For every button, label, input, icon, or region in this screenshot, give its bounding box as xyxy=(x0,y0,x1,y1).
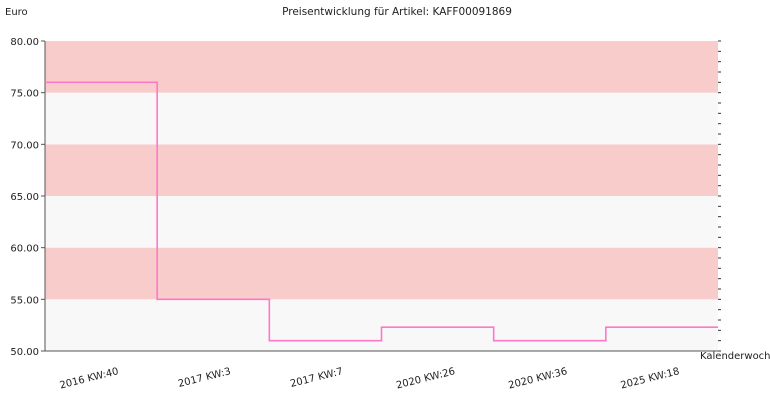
x-tick-label: 2017 KW:3 xyxy=(177,366,232,390)
x-tick-label: 2016 KW:40 xyxy=(59,366,120,391)
y-tick-label: 70.00 xyxy=(10,140,39,151)
right-axis-minor-ticks xyxy=(718,40,721,352)
band xyxy=(45,247,718,300)
x-tick-label: 2020 KW:36 xyxy=(507,366,568,391)
y-tick-label: 65.00 xyxy=(10,192,39,203)
x-axis-label: Kalenderwoche xyxy=(700,351,770,362)
x-tick-labels: 2016 KW:40 2017 KW:3 2017 KW:7 2020 KW:26 20… xyxy=(59,366,681,391)
x-tick-label: 2020 KW:26 xyxy=(395,366,456,391)
band xyxy=(45,92,718,145)
band xyxy=(45,196,718,248)
y-tick-labels: 50.00 55.00 60.00 65.00 70.00 75.00 80.00 xyxy=(10,37,45,358)
band xyxy=(45,144,718,196)
y-tick-label: 50.00 xyxy=(10,347,39,358)
y-tick-label: 55.00 xyxy=(10,295,39,306)
background-bands xyxy=(45,41,718,351)
x-tick-label: 2017 KW:7 xyxy=(289,366,344,390)
chart-title: Preisentwicklung für Artikel: KAFF000918… xyxy=(282,6,512,18)
price-series-line xyxy=(45,81,718,342)
x-tick-label: 2025 KW:18 xyxy=(620,366,681,391)
y-axis-label: Euro xyxy=(5,7,28,18)
y-tick-label: 80.00 xyxy=(10,37,39,48)
band xyxy=(45,41,718,93)
band xyxy=(45,299,718,351)
y-tick-label: 60.00 xyxy=(10,244,39,255)
y-tick-label: 75.00 xyxy=(10,89,39,100)
